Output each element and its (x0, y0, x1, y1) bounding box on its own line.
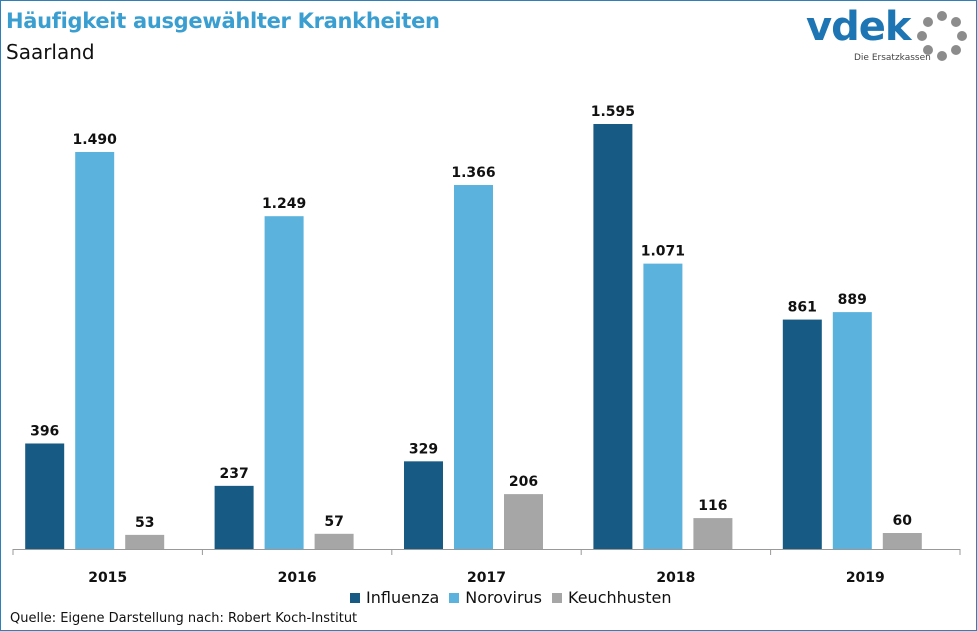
data-label-keuchhusten-2018: 116 (698, 498, 727, 514)
data-label-keuchhusten-2016: 57 (324, 514, 343, 530)
chart-subtitle: Saarland (6, 40, 95, 64)
data-label-norovirus-2017: 1.366 (451, 165, 495, 181)
bar-influenza-2019 (782, 319, 822, 549)
data-label-norovirus-2015: 1.490 (73, 132, 118, 148)
legend-swatch-norovirus (449, 592, 460, 603)
legend-label-norovirus: Norovirus (465, 588, 543, 607)
legend-label-keuchhusten: Keuchhusten (568, 588, 672, 607)
bar-norovirus-2019 (832, 312, 872, 549)
source-note: Quelle: Eigene Darstellung nach: Robert … (10, 611, 358, 626)
data-label-influenza-2019: 861 (788, 300, 817, 316)
x-tick-label-2016: 2016 (278, 570, 317, 586)
data-label-norovirus-2016: 1.249 (262, 196, 306, 212)
legend-swatch-keuchhusten (552, 592, 563, 603)
legend-item-keuchhusten: Keuchhusten (552, 588, 672, 607)
bar-keuchhusten-2016 (314, 533, 354, 549)
logo-wordmark: vdek (806, 4, 911, 50)
dotted-ring-icon (917, 11, 967, 61)
bar-influenza-2017 (404, 461, 443, 549)
data-label-influenza-2018: 1.595 (591, 104, 635, 120)
data-label-influenza-2017: 329 (409, 441, 438, 457)
data-label-influenza-2015: 396 (30, 423, 59, 439)
x-tick-label-2019: 2019 (846, 570, 885, 586)
legend-item-norovirus: Norovirus (449, 588, 542, 607)
x-tick-label-2018: 2018 (656, 570, 695, 586)
bar-norovirus-2016 (264, 216, 304, 550)
data-label-keuchhusten-2015: 53 (135, 515, 154, 531)
chart-legend: Influenza Norovirus Keuchhusten (350, 588, 672, 607)
bar-influenza-2015 (25, 443, 65, 549)
bar-norovirus-2018 (643, 263, 683, 549)
bar-norovirus-2015 (75, 151, 115, 549)
bar-influenza-2016 (214, 485, 254, 549)
x-tick-label-2017: 2017 (467, 570, 506, 586)
bar-keuchhusten-2019 (882, 533, 922, 549)
bar-keuchhusten-2015 (125, 534, 165, 549)
legend-item-influenza: Influenza (350, 588, 439, 607)
vdek-logo: vdek Die Ersatzkassen (806, 4, 971, 68)
data-label-keuchhusten-2017: 206 (509, 474, 538, 490)
bar-norovirus-2017 (454, 185, 493, 550)
chart-title: Häufigkeit ausgewählter Krankheiten (6, 9, 440, 33)
data-label-keuchhusten-2019: 60 (893, 513, 913, 529)
data-label-norovirus-2018: 1.071 (641, 244, 685, 260)
data-label-norovirus-2019: 889 (838, 292, 867, 308)
x-tick-label-2015: 2015 (88, 570, 127, 586)
data-label-influenza-2016: 237 (219, 466, 248, 482)
legend-swatch-influenza (350, 592, 360, 603)
logo-tagline: Die Ersatzkassen (854, 53, 931, 63)
legend-label-influenza: Influenza (366, 588, 440, 607)
bar-keuchhusten-2018 (693, 518, 733, 549)
bar-influenza-2018 (593, 124, 633, 549)
bar-keuchhusten-2017 (504, 494, 543, 549)
